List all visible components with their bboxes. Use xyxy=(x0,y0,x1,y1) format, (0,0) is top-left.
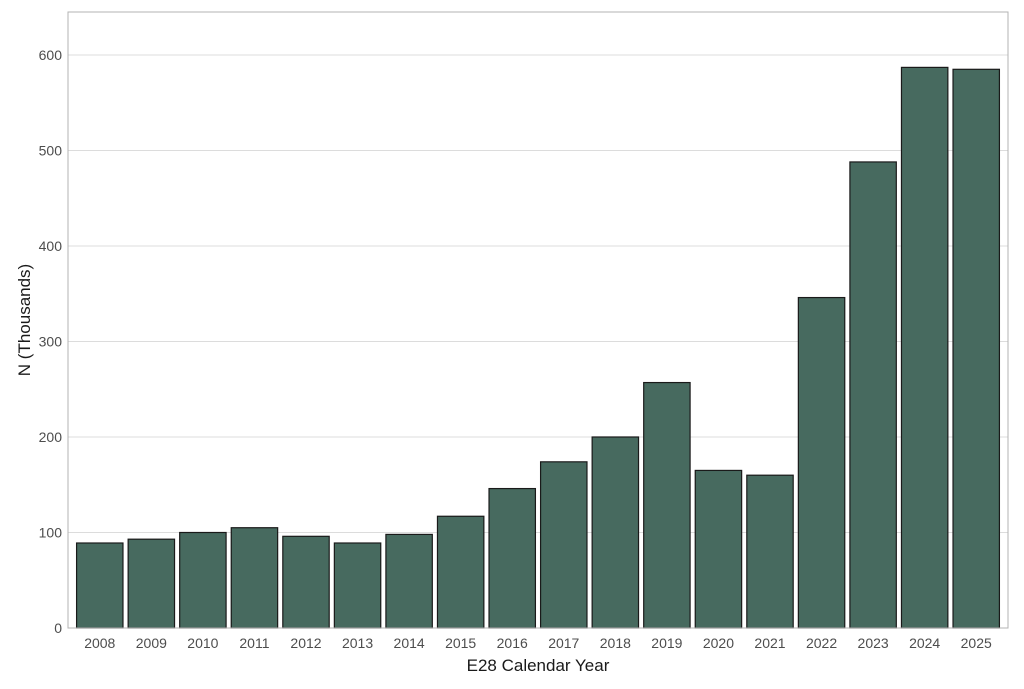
y-tick-label: 600 xyxy=(39,47,63,63)
y-tick-label: 0 xyxy=(54,620,62,636)
x-tick-label: 2016 xyxy=(497,635,528,651)
bar-2024 xyxy=(900,66,949,629)
y-tick-label: 200 xyxy=(39,429,63,445)
bar-2016 xyxy=(488,487,537,629)
x-tick-label: 2024 xyxy=(909,635,940,651)
x-tick-label: 2020 xyxy=(703,635,734,651)
y-tick-label: 400 xyxy=(39,238,63,254)
bar-2010 xyxy=(179,531,227,629)
y-tick-label: 100 xyxy=(39,524,63,540)
bar-2015 xyxy=(436,515,485,629)
bar-2022 xyxy=(797,296,846,629)
x-tick-label: 2009 xyxy=(136,635,167,651)
x-tick-label: 2012 xyxy=(290,635,321,651)
bar-2014 xyxy=(385,533,433,629)
x-axis-title: E28 Calendar Year xyxy=(467,656,610,675)
x-tick-label: 2018 xyxy=(600,635,631,651)
x-tick-label: 2025 xyxy=(961,635,992,651)
bar-2017 xyxy=(539,461,588,629)
bar-2012 xyxy=(282,535,330,629)
plot-panel-border xyxy=(67,11,1009,629)
bar-2025 xyxy=(952,68,1001,629)
bar-2023 xyxy=(849,161,897,629)
x-tick-label: 2014 xyxy=(394,635,425,651)
x-tick-label: 2008 xyxy=(84,635,115,651)
x-tick-label: 2023 xyxy=(858,635,889,651)
bars xyxy=(75,66,1001,629)
x-tick-label: 2010 xyxy=(187,635,218,651)
x-tick-label: 2017 xyxy=(548,635,579,651)
bar-2021 xyxy=(746,474,794,629)
x-tick-label: 2015 xyxy=(445,635,476,651)
x-tick-label: 2019 xyxy=(651,635,682,651)
bar-2013 xyxy=(333,542,382,629)
y-axis-title: N (Thousands) xyxy=(15,264,34,376)
bar-2008 xyxy=(75,542,124,629)
x-tick-label: 2011 xyxy=(239,635,269,651)
x-tick-label: 2022 xyxy=(806,635,837,651)
x-axis-ticks: 2008 2009 2010 2011 2012 2013 2014 2015 2016 2017… xyxy=(84,635,992,651)
bar-2019 xyxy=(643,381,691,629)
bar-2009 xyxy=(127,538,176,629)
x-tick-label: 2013 xyxy=(342,635,373,651)
x-tick-label: 2021 xyxy=(754,635,785,651)
bar-2011 xyxy=(230,527,279,629)
y-tick-label: 500 xyxy=(39,142,63,158)
y-tick-label: 300 xyxy=(39,333,63,349)
y-axis-ticks: 0 100 200 300 400 500 600 xyxy=(39,47,63,636)
bar-2020 xyxy=(694,469,743,629)
bar-2018 xyxy=(591,436,640,629)
